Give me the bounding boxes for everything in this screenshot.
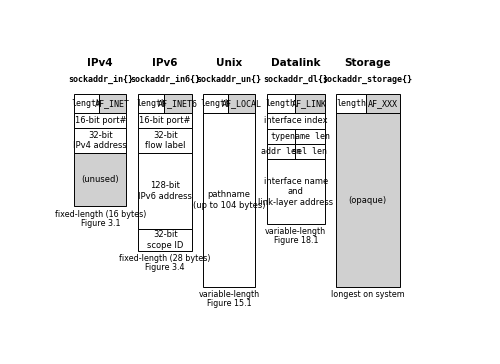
Bar — [266, 128, 294, 144]
Text: Figure 15.1: Figure 15.1 — [206, 299, 251, 308]
Text: AF_XXX: AF_XXX — [368, 99, 398, 108]
Bar — [266, 113, 325, 128]
Bar — [74, 113, 126, 128]
Bar — [266, 144, 294, 159]
Text: IPv4: IPv4 — [88, 58, 113, 68]
Text: length: length — [200, 99, 230, 108]
Bar — [164, 94, 192, 113]
Text: AF_LOCAL: AF_LOCAL — [222, 99, 262, 108]
Bar — [228, 94, 255, 113]
Text: Figure 3.1: Figure 3.1 — [80, 218, 120, 228]
Text: sockaddr_in{}: sockaddr_in{} — [68, 75, 133, 84]
Text: 32-bit
scope ID: 32-bit scope ID — [147, 230, 184, 250]
Bar — [74, 153, 126, 206]
Text: pathname
(up to 104 bytes): pathname (up to 104 bytes) — [192, 190, 265, 210]
Bar — [138, 113, 192, 128]
Text: longest on system: longest on system — [331, 290, 404, 299]
Bar — [366, 94, 400, 113]
Text: AF_INET6: AF_INET6 — [158, 99, 198, 108]
Text: variable-length: variable-length — [198, 290, 260, 299]
Text: 32-bit
flow label: 32-bit flow label — [145, 131, 186, 150]
Bar — [203, 113, 255, 287]
Text: Datalink: Datalink — [271, 58, 320, 68]
Bar — [294, 94, 325, 113]
Text: length: length — [336, 99, 366, 108]
Text: length: length — [266, 99, 296, 108]
Bar — [294, 144, 325, 159]
Text: IPv6: IPv6 — [152, 58, 178, 68]
Bar — [266, 94, 294, 113]
Bar — [294, 128, 325, 144]
Bar — [336, 94, 366, 113]
Bar — [74, 128, 126, 153]
Text: AF_INET: AF_INET — [96, 99, 130, 108]
Text: 16-bit port#: 16-bit port# — [74, 116, 126, 125]
Text: Figure 3.4: Figure 3.4 — [146, 264, 185, 272]
Text: name len: name len — [290, 132, 330, 141]
Text: fixed-length (16 bytes): fixed-length (16 bytes) — [54, 210, 146, 219]
Text: sockaddr_in6{}: sockaddr_in6{} — [130, 75, 200, 84]
Bar — [138, 229, 192, 251]
Bar — [203, 94, 228, 113]
Bar — [266, 159, 325, 224]
Bar — [138, 128, 192, 153]
Text: 16-bit port#: 16-bit port# — [140, 116, 191, 125]
Text: length: length — [136, 99, 166, 108]
Text: AF_LINK: AF_LINK — [292, 99, 327, 108]
Text: sockaddr_storage{}: sockaddr_storage{} — [322, 75, 412, 84]
Bar — [138, 94, 164, 113]
Bar — [99, 94, 126, 113]
Bar — [74, 94, 99, 113]
Text: interface index: interface index — [264, 116, 328, 125]
Text: length: length — [72, 99, 102, 108]
Text: Figure 18.1: Figure 18.1 — [274, 236, 318, 245]
Text: addr len: addr len — [260, 147, 300, 156]
Text: type: type — [270, 132, 290, 141]
Text: fixed-length (28 bytes): fixed-length (28 bytes) — [120, 254, 211, 264]
Text: Unix: Unix — [216, 58, 242, 68]
Text: 128-bit
IPv6 address: 128-bit IPv6 address — [138, 181, 192, 201]
Text: (unused): (unused) — [82, 175, 119, 184]
Bar — [138, 153, 192, 229]
Text: Storage: Storage — [344, 58, 391, 68]
Text: variable-length: variable-length — [265, 227, 326, 236]
Text: sockaddr_dl{}: sockaddr_dl{} — [264, 75, 328, 84]
Text: 32-bit
IPv4 address: 32-bit IPv4 address — [74, 131, 127, 150]
Text: sel len: sel len — [292, 147, 327, 156]
Text: interface name
and
link-layer address: interface name and link-layer address — [258, 177, 334, 206]
Text: (opaque): (opaque) — [348, 195, 387, 205]
Text: sockaddr_un{}: sockaddr_un{} — [196, 75, 262, 84]
Bar — [336, 113, 400, 287]
